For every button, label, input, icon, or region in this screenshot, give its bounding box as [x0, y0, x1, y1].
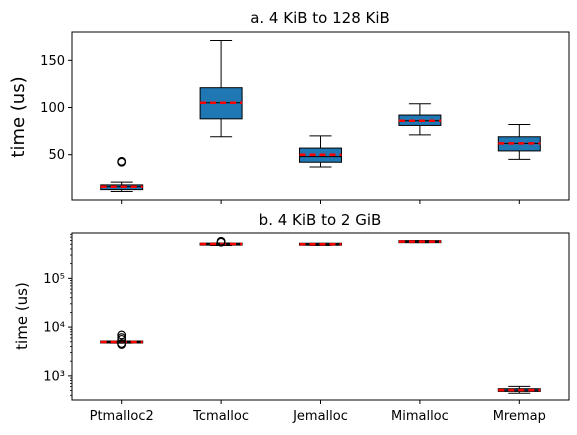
- axes-frame: [71, 31, 570, 201]
- panel-a-ylabel: time (us): [8, 76, 29, 157]
- box-mimalloc: [398, 103, 442, 136]
- box-mimalloc: [398, 240, 442, 244]
- box-mremap: [497, 385, 541, 394]
- x-tick-label: Mremap: [493, 409, 546, 424]
- outlier-point: [117, 156, 127, 166]
- box-ptmalloc2: [100, 156, 144, 193]
- box-jemalloc: [299, 135, 342, 168]
- y-tick-label: 100: [40, 101, 65, 116]
- y-tick-label: 10³: [43, 369, 65, 384]
- panel-b-title: b. 4 KiB to 2 GiB: [259, 211, 382, 229]
- panel-a-axes: 50 100 150: [40, 31, 570, 204]
- panel-b-marks: [100, 236, 541, 394]
- outlier-point: [216, 236, 226, 246]
- axes-frame: [71, 232, 570, 401]
- y-tick-label: 10⁴: [43, 321, 65, 336]
- outlier-point: [117, 333, 127, 342]
- x-tick-label: Tcmalloc: [192, 409, 249, 424]
- panel-a-title: a. 4 KiB to 128 KiB: [250, 9, 390, 27]
- box-ptmalloc2: [100, 330, 144, 349]
- outlier-point: [117, 330, 127, 340]
- outlier-point: [117, 339, 127, 348]
- box-jemalloc: [299, 242, 342, 246]
- panel-b: b. 4 KiB to 2 GiB time (us) 10³ 10⁴ 10⁵ Ptm…: [13, 211, 570, 424]
- x-tick-label: Mimalloc: [391, 409, 449, 424]
- panel-b-ylabel: time (us): [13, 282, 31, 350]
- x-tick-label: Jemalloc: [292, 409, 348, 424]
- panel-a: a. 4 KiB to 128 KiB time (us) 50 100 150: [8, 9, 570, 204]
- panel-a-marks: [100, 39, 541, 193]
- y-tick-label: 50: [48, 148, 65, 163]
- panel-b-axes: 10³ 10⁴ 10⁵ Ptmalloc2 Tcmalloc Jemalloc Mimall…: [43, 232, 570, 424]
- y-tick-label: 150: [40, 54, 65, 69]
- box-mremap: [497, 123, 541, 160]
- x-tick-label: Ptmalloc2: [90, 409, 154, 424]
- box-tcmalloc: [199, 39, 243, 138]
- y-tick-label: 10⁵: [43, 272, 65, 287]
- box-tcmalloc: [199, 236, 243, 247]
